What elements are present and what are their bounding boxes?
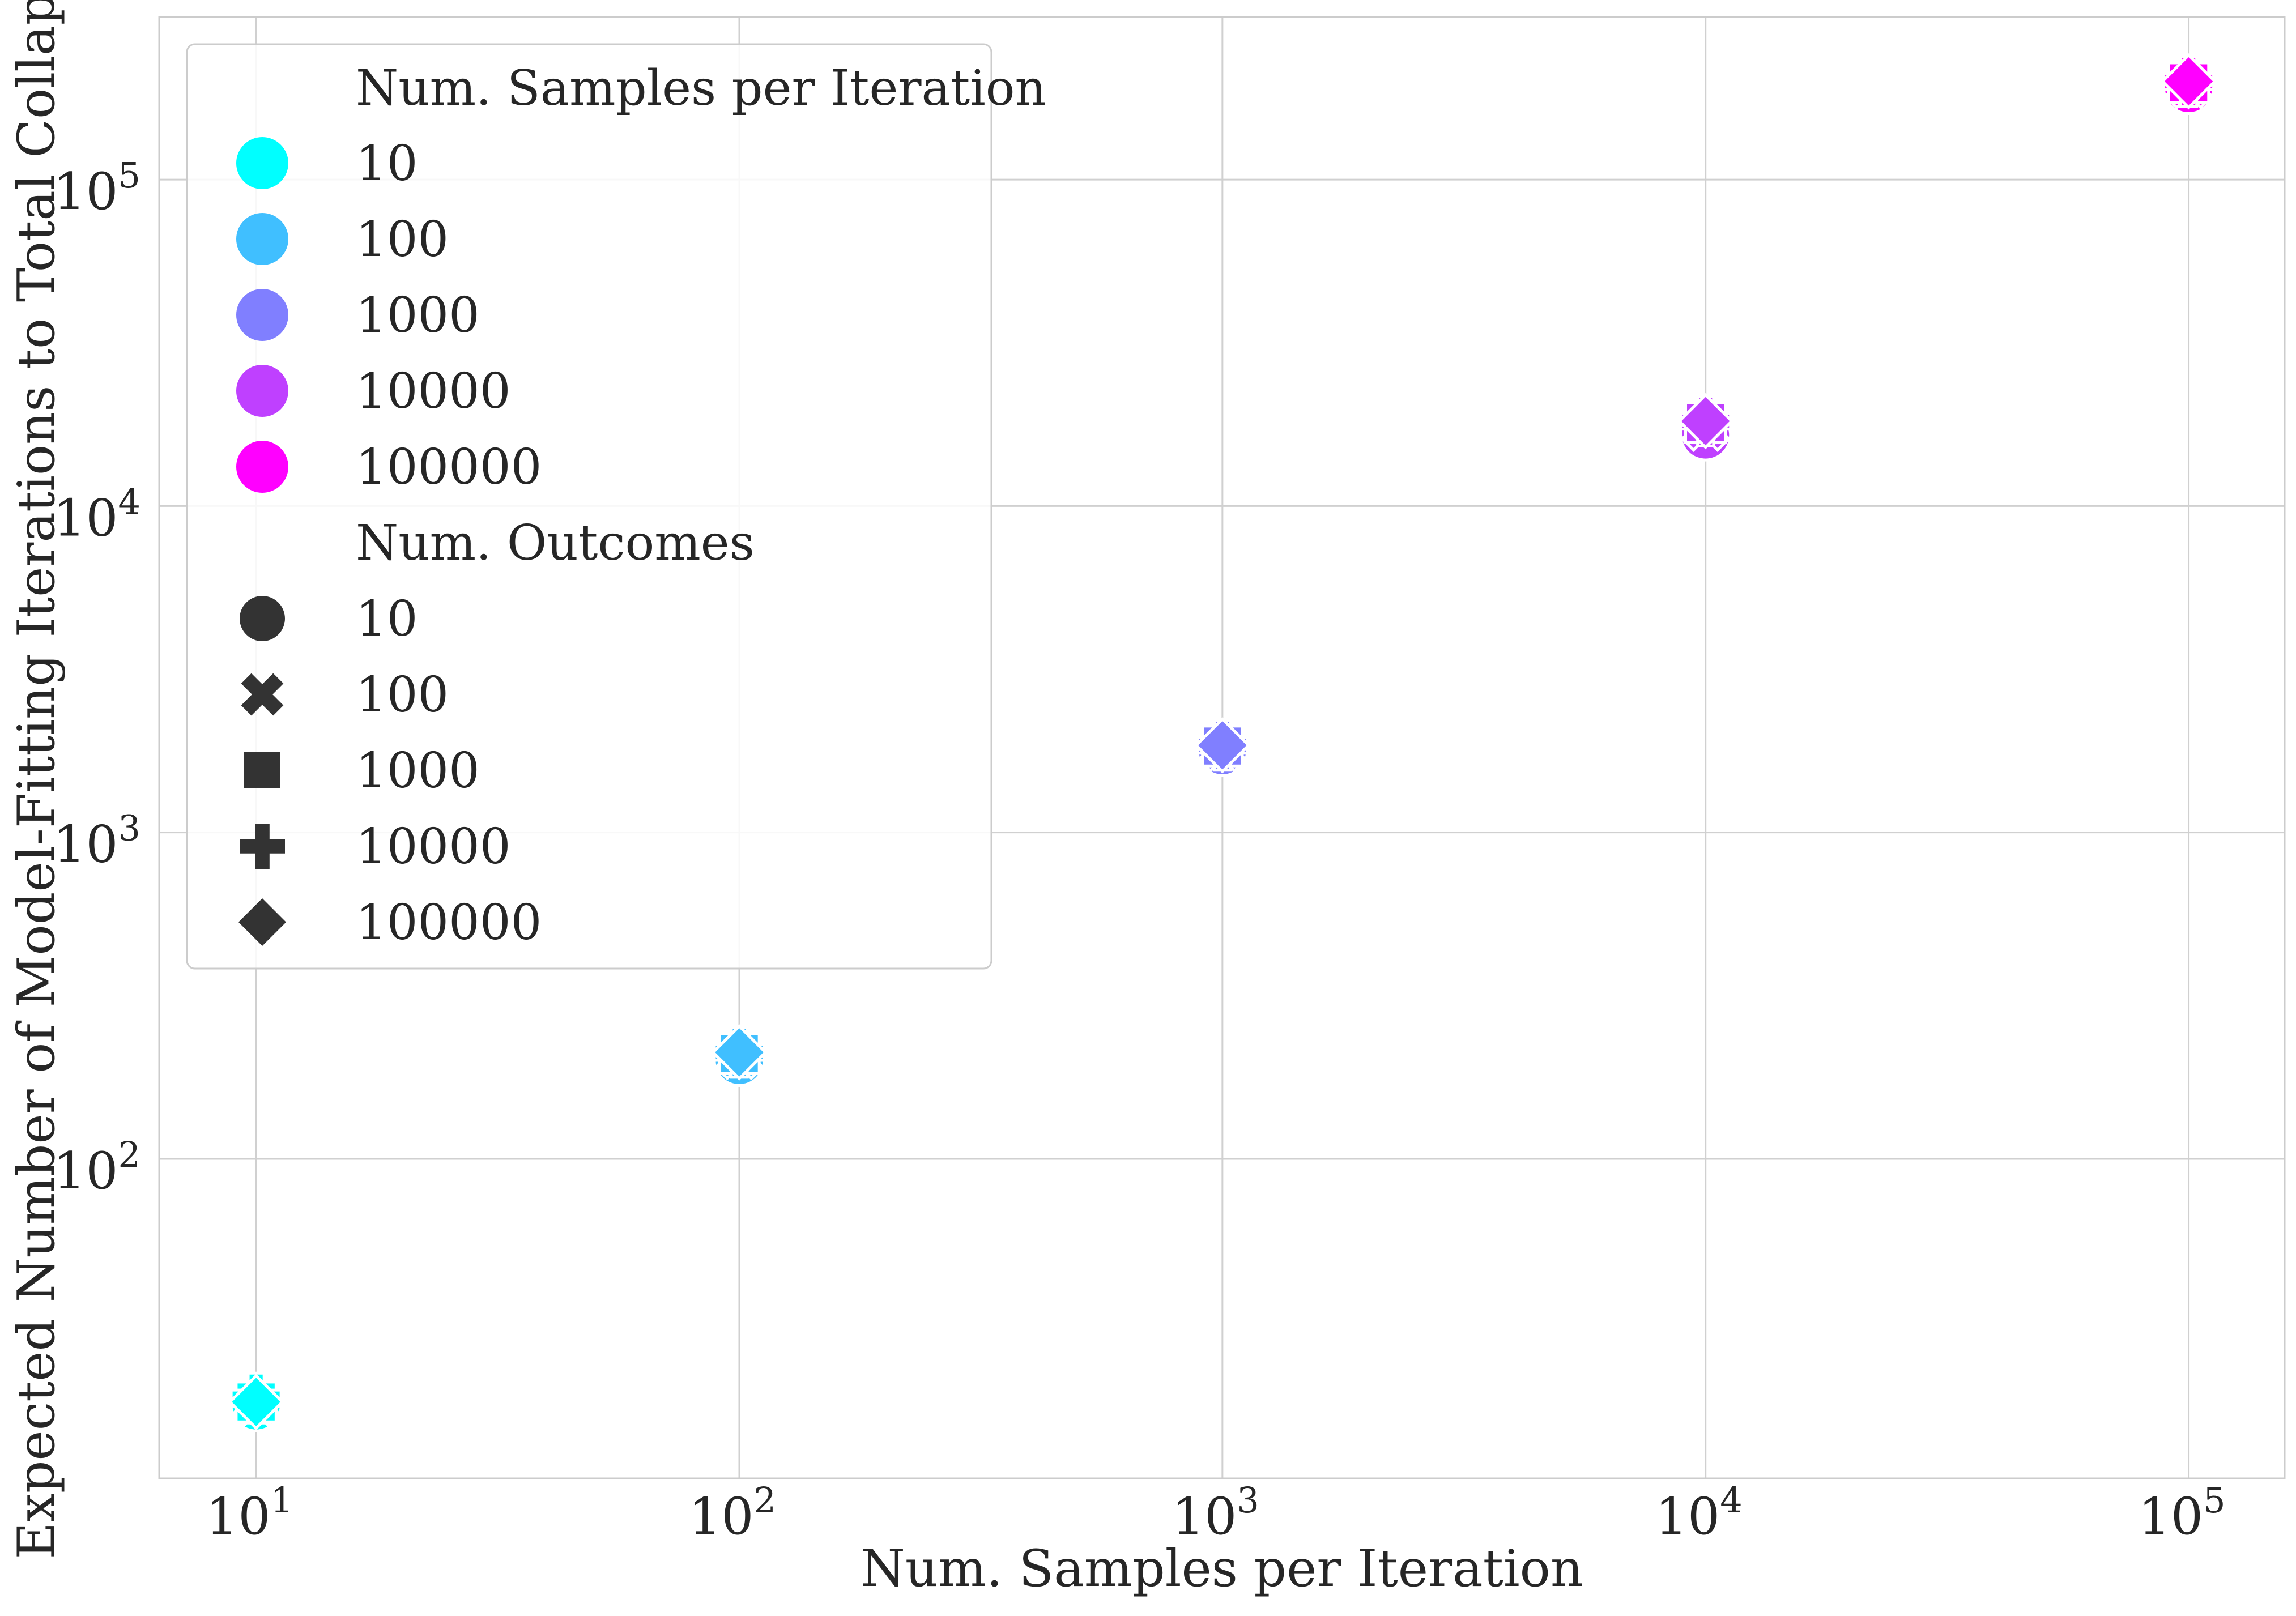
- legend-label: 100000: [356, 894, 542, 951]
- legend-marker: [238, 898, 286, 946]
- y-tick-label: 105: [53, 155, 140, 221]
- legend-marker: [236, 365, 288, 417]
- data-point: [228, 1374, 284, 1430]
- legend-marker: [244, 752, 280, 788]
- y-tick-label: 103: [53, 808, 140, 875]
- y-tick-label: 102: [53, 1134, 140, 1201]
- legend-label: 1000: [356, 743, 480, 799]
- legend-marker: [240, 824, 285, 869]
- legend-marker: [236, 289, 288, 341]
- data-point: [1194, 717, 1251, 774]
- legend-label: 1000: [356, 287, 480, 344]
- y-tick-label: 104: [53, 481, 140, 548]
- legend-label: 100: [356, 667, 449, 723]
- legend-title-outcomes: Num. Outcomes: [356, 515, 755, 572]
- x-tick-label: 102: [689, 1479, 776, 1546]
- legend-label: 10: [356, 135, 418, 192]
- legend-title-samples: Num. Samples per Iteration: [356, 60, 1046, 117]
- legend-label: 100: [356, 211, 449, 268]
- legend-marker: [241, 673, 284, 716]
- x-tick-label: 103: [1172, 1479, 1259, 1546]
- legend-label: 10000: [356, 818, 511, 875]
- data-point: [711, 1024, 768, 1081]
- data-point: [1677, 393, 1734, 450]
- legend-label: 10: [356, 591, 418, 647]
- x-axis-label: Num. Samples per Iteration: [861, 1539, 1583, 1598]
- x-tick-label: 104: [1655, 1479, 1743, 1546]
- data-points: [228, 53, 2217, 1432]
- y-tick-labels: 102 103 104 105: [53, 155, 140, 1201]
- legend-marker: [236, 213, 288, 265]
- y-axis-label: Expected Number of Model-Fitting Iterati…: [7, 0, 66, 1559]
- plot-frame: [158, 16, 2286, 1479]
- legend-marker: [236, 137, 288, 189]
- legend-box: [186, 43, 992, 970]
- x-tick-label: 101: [206, 1479, 293, 1546]
- legend-marker: [240, 596, 285, 641]
- legend-label: 10000: [356, 363, 511, 420]
- x-tick-labels: 101 102 103 104 105: [206, 1479, 2225, 1546]
- legend-marker: [236, 441, 288, 493]
- legend-label: 100000: [356, 439, 542, 496]
- legend: Num. Samples per Iteration 10 100 1000 10000…: [186, 43, 1046, 970]
- x-tick-label: 105: [2139, 1479, 2226, 1546]
- data-point: [2160, 53, 2217, 110]
